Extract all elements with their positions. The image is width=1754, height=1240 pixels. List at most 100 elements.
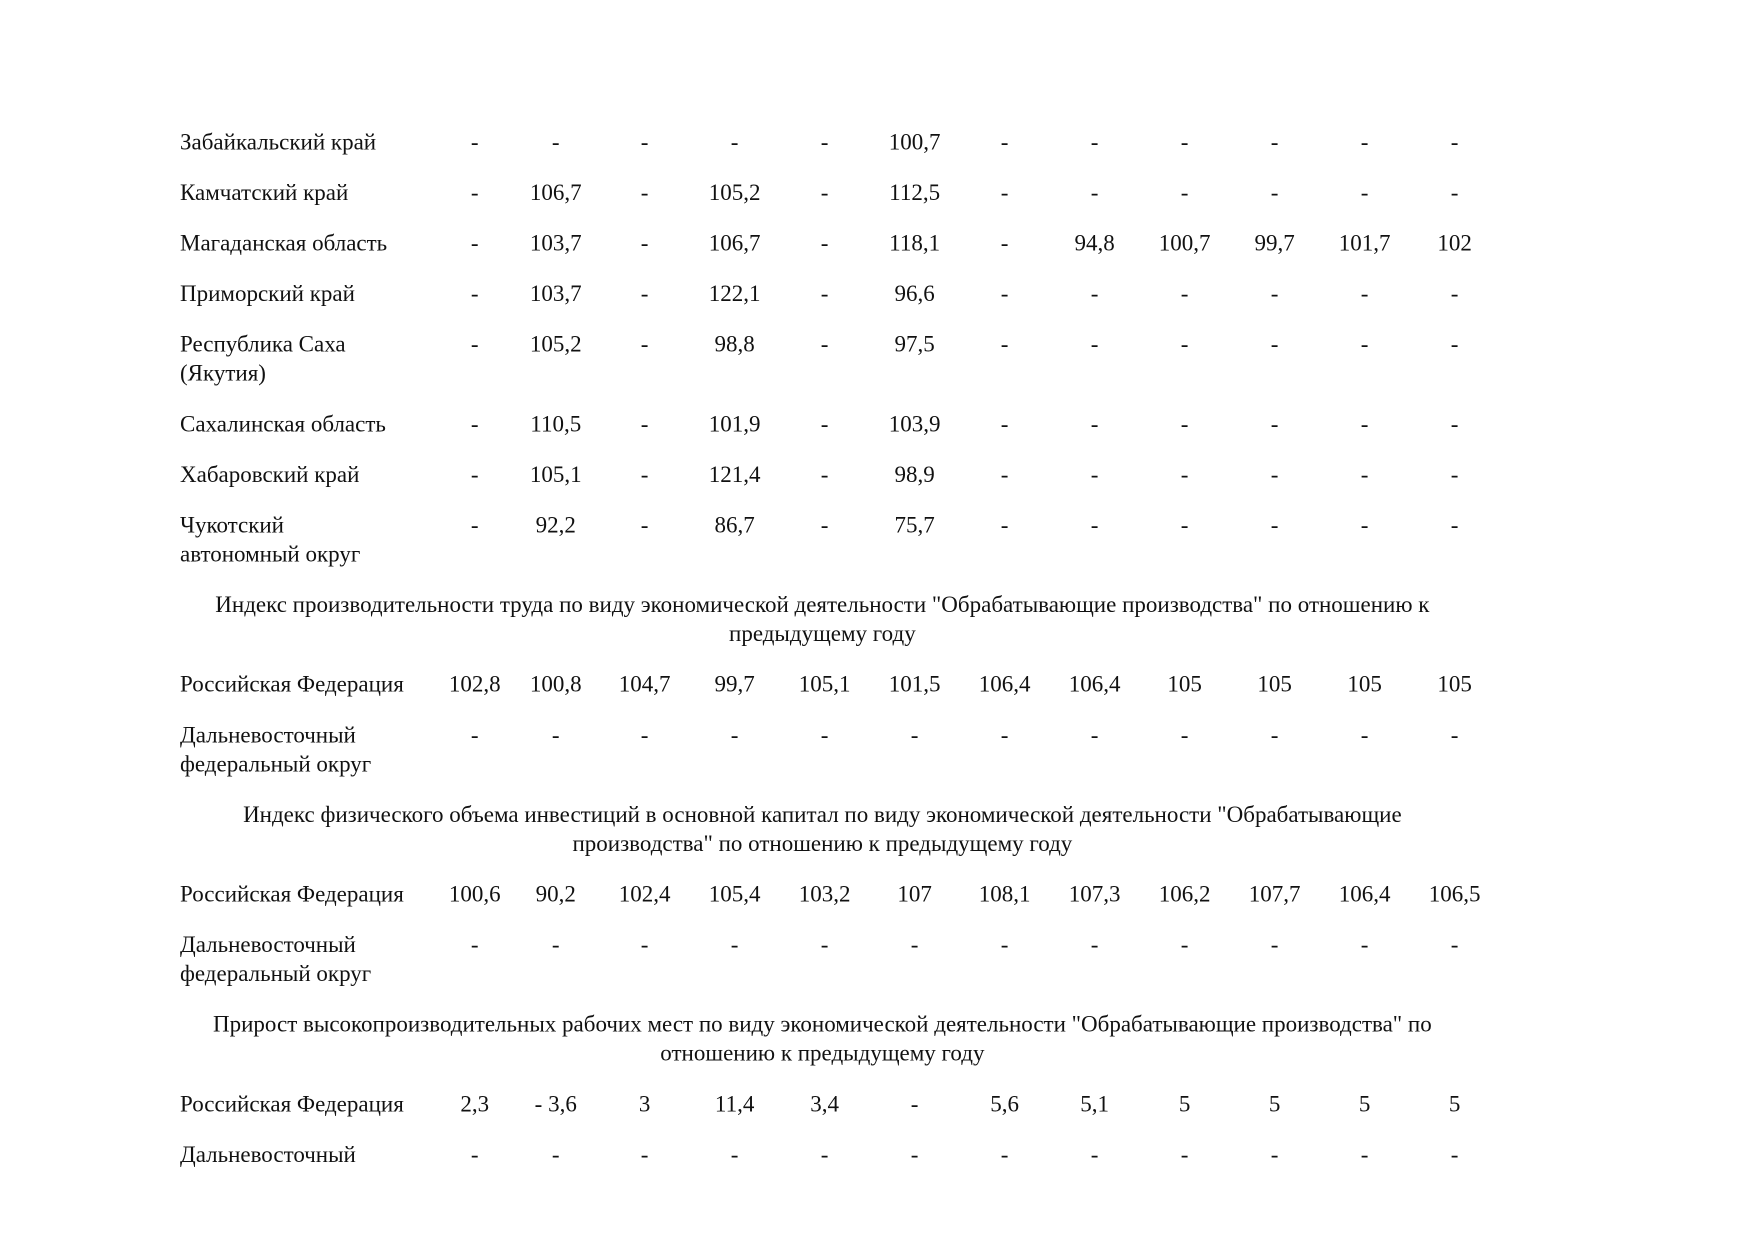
cell: 102,4: [619, 881, 671, 906]
cell: 107,3: [1069, 881, 1121, 906]
cell: -: [1181, 512, 1189, 537]
row-label: (Якутия): [180, 361, 266, 386]
cell: 101,5: [889, 672, 941, 697]
cell: 96,6: [895, 281, 935, 306]
row-label: Забайкальский край: [180, 129, 376, 154]
cell: 98,9: [895, 462, 935, 487]
cell: 90,2: [536, 881, 576, 906]
cell: -: [1451, 512, 1459, 537]
cell: -: [1361, 1142, 1369, 1167]
row-label: федеральный округ: [180, 961, 371, 986]
cell: -: [821, 281, 829, 306]
cell: -: [1181, 281, 1189, 306]
cell: 105,2: [530, 332, 582, 357]
cell: -: [1091, 932, 1099, 957]
cell: -: [1001, 332, 1009, 357]
cell: -: [1271, 1142, 1279, 1167]
cell: 105: [1347, 672, 1382, 697]
cell: -: [641, 129, 649, 154]
cell: -: [552, 129, 560, 154]
cell: -: [1451, 332, 1459, 357]
cell: -: [821, 180, 829, 205]
row-label: Хабаровский край: [180, 462, 359, 487]
cell: -: [821, 230, 829, 255]
cell: -: [1181, 129, 1189, 154]
cell: -: [552, 722, 560, 747]
cell: -: [641, 281, 649, 306]
cell: -: [1001, 230, 1009, 255]
cell: 98,8: [715, 332, 755, 357]
cell: -: [1091, 722, 1099, 747]
cell: -: [471, 722, 479, 747]
cell: -: [821, 932, 829, 957]
row-label: Дальневосточный: [180, 932, 356, 957]
cell: 75,7: [895, 512, 935, 537]
cell: -: [471, 230, 479, 255]
cell: -: [641, 512, 649, 537]
cell: 103,7: [530, 230, 582, 255]
cell: 110,5: [530, 411, 581, 436]
cell: -: [1181, 411, 1189, 436]
cell: 106,7: [530, 180, 582, 205]
cell: -: [731, 129, 739, 154]
cell: -: [1181, 332, 1189, 357]
cell: -: [1091, 332, 1099, 357]
row-label: Сахалинская область: [180, 411, 386, 436]
cell: -: [1091, 411, 1099, 436]
cell: -: [821, 411, 829, 436]
cell: -: [911, 932, 919, 957]
cell: -: [1181, 722, 1189, 747]
row-label: федеральный округ: [180, 751, 371, 776]
cell: 99,7: [1255, 230, 1295, 255]
cell: 118,1: [889, 230, 940, 255]
cell: -: [1361, 281, 1369, 306]
cell: 121,4: [709, 462, 761, 487]
cell: -: [1361, 722, 1369, 747]
row-label: Приморский край: [180, 281, 355, 306]
cell: 112,5: [889, 180, 940, 205]
cell: -: [1361, 129, 1369, 154]
cell: -: [471, 932, 479, 957]
cell: -: [1001, 1142, 1009, 1167]
cell: -: [1271, 512, 1279, 537]
cell: -: [731, 722, 739, 747]
cell: -: [1271, 462, 1279, 487]
row-label: Камчатский край: [180, 180, 348, 205]
cell: -: [1361, 462, 1369, 487]
cell: -: [1271, 281, 1279, 306]
cell: -: [1451, 180, 1459, 205]
cell: 97,5: [895, 332, 935, 357]
cell: -: [1361, 332, 1369, 357]
cell: -: [552, 1142, 560, 1167]
cell: -: [1271, 180, 1279, 205]
row-label: автономный округ: [180, 541, 360, 566]
cell: -: [641, 332, 649, 357]
cell: 5: [1359, 1091, 1371, 1116]
cell: -: [1271, 722, 1279, 747]
cell: -: [552, 932, 560, 957]
cell: 5,1: [1080, 1091, 1109, 1116]
cell: -: [471, 512, 479, 537]
cell: -: [471, 129, 479, 154]
cell: -: [1091, 281, 1099, 306]
cell: 94,8: [1075, 230, 1115, 255]
cell: 86,7: [715, 512, 755, 537]
cell: 122,1: [709, 281, 761, 306]
cell: -: [1091, 180, 1099, 205]
cell: 105: [1257, 672, 1292, 697]
cell: 100,8: [530, 672, 582, 697]
cell: -: [1451, 462, 1459, 487]
cell: 3: [639, 1091, 651, 1116]
cell: -: [1001, 512, 1009, 537]
cell: -: [821, 332, 829, 357]
cell: -: [821, 462, 829, 487]
row-label: Российская Федерация: [180, 672, 404, 697]
cell: -: [471, 180, 479, 205]
cell: -: [731, 932, 739, 957]
cell: -: [1091, 1142, 1099, 1167]
cell: 102,8: [449, 672, 501, 697]
cell: 100,7: [1159, 230, 1211, 255]
cell: -: [1361, 932, 1369, 957]
cell: 104,7: [619, 672, 671, 697]
cell: 105,4: [709, 881, 761, 906]
